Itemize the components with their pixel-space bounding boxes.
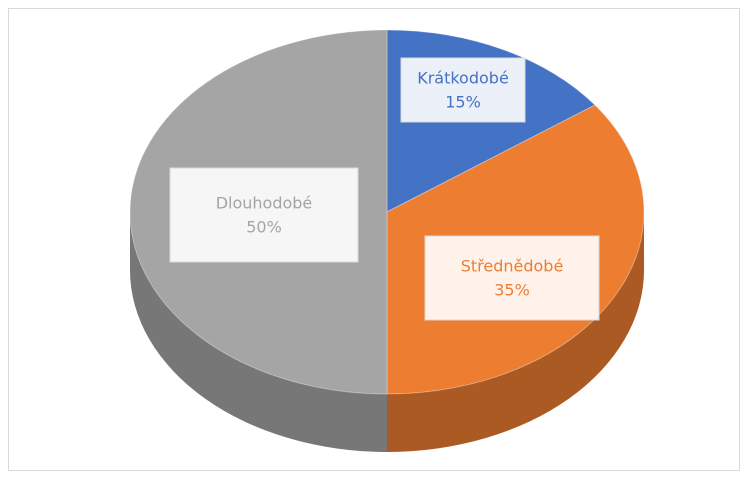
label-category: Dlouhodobé — [216, 194, 313, 213]
data-labels: Krátkodobé 15% Střednědobé 35% Dlouhodobé 50% — [169, 57, 600, 321]
label-category: Krátkodobé — [417, 69, 509, 88]
label-box — [169, 167, 359, 263]
slice-side-shade — [130, 212, 387, 452]
label-value: 35% — [494, 281, 530, 300]
label-box — [400, 57, 526, 123]
slice-side-shade — [387, 212, 644, 452]
label-value: 15% — [445, 93, 481, 112]
label-box — [424, 235, 600, 321]
slice-side — [130, 212, 387, 452]
pie-sides — [130, 212, 644, 452]
label-category: Střednědobé — [461, 257, 564, 276]
label-value: 50% — [246, 218, 282, 237]
slice-side — [387, 212, 644, 452]
